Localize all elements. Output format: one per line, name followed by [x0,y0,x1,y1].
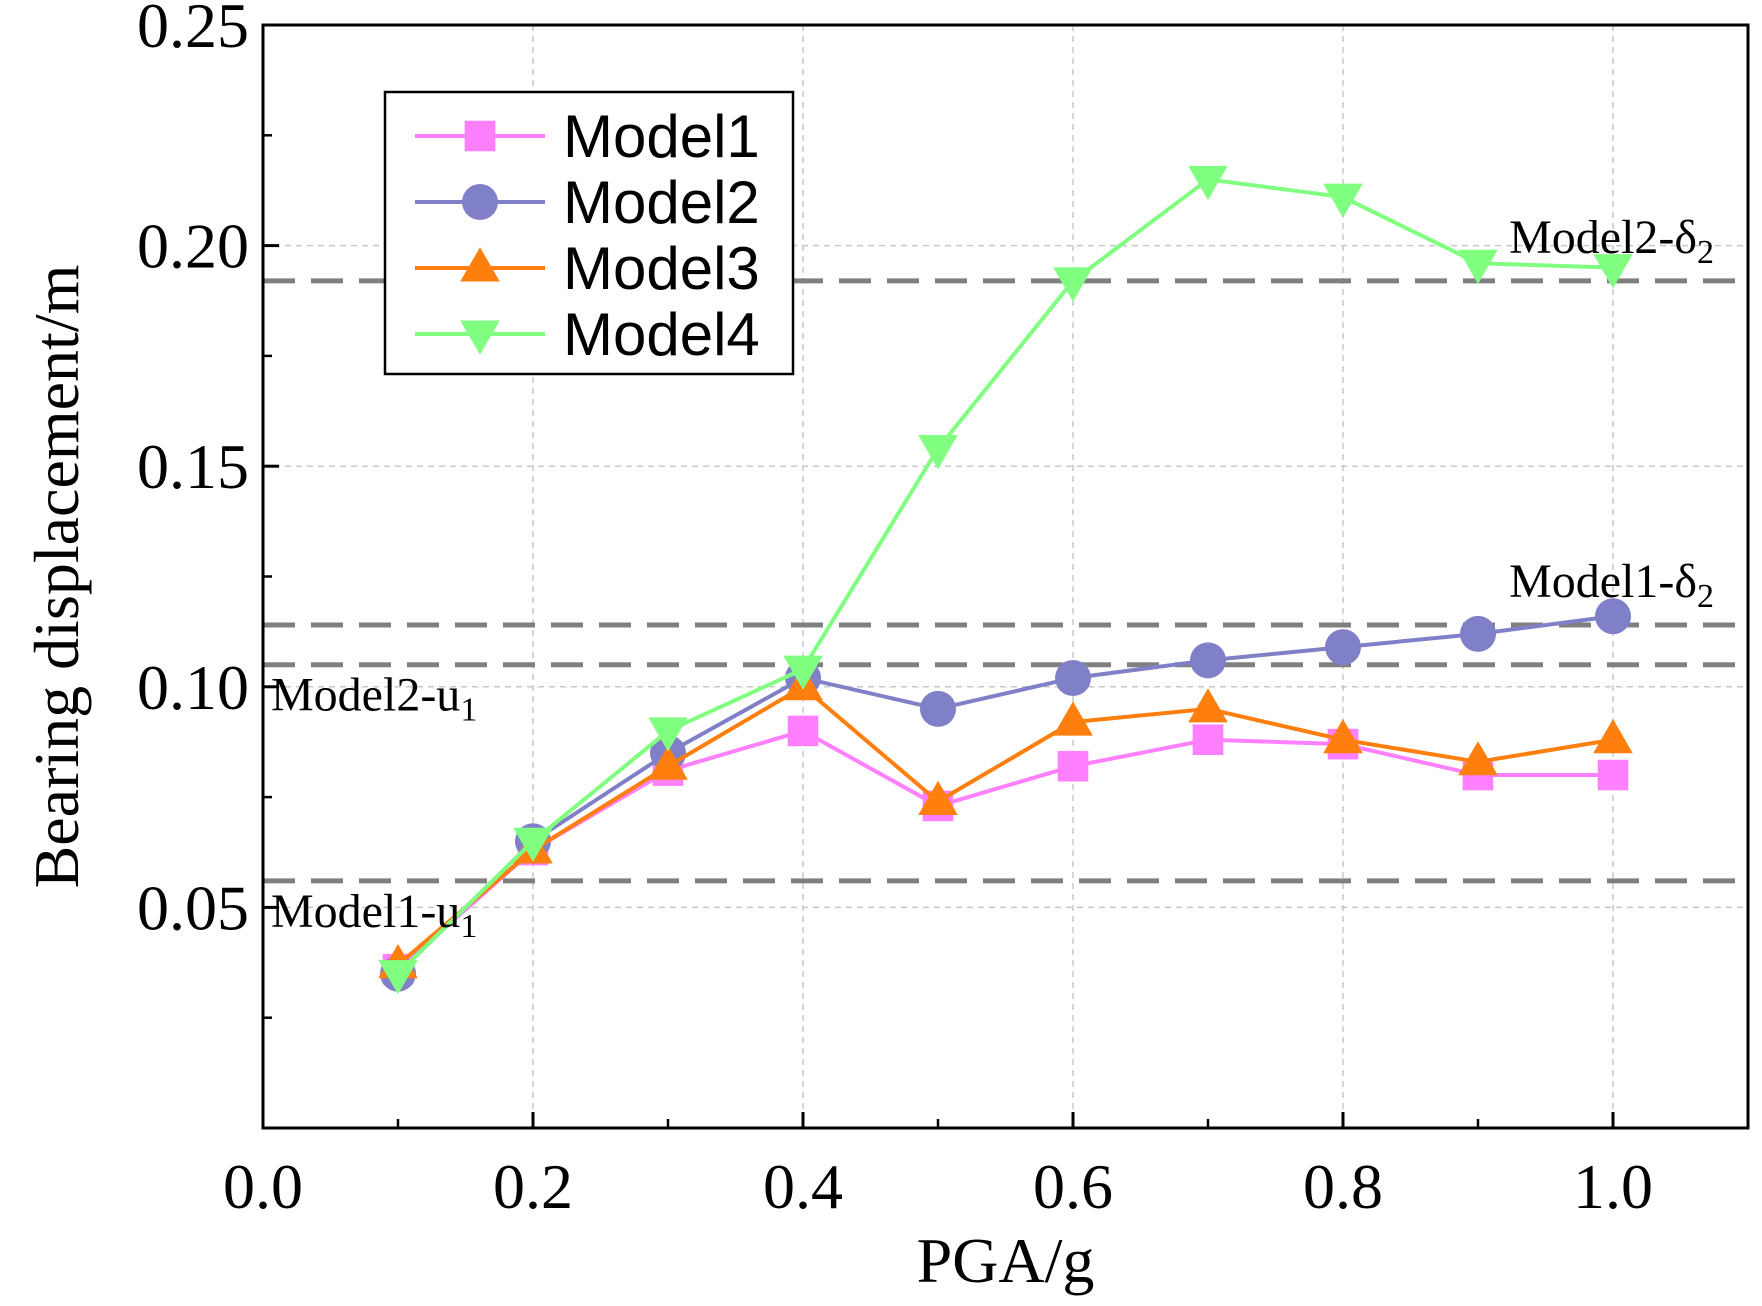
legend-item-model2: Model2 [415,169,760,236]
data-point [1458,249,1498,284]
reference-line-label: Model1-u1 [271,885,477,945]
legend-label: Model1 [563,103,760,170]
y-tick-label: 0.05 [137,872,249,943]
data-point [783,655,823,690]
series-line [396,684,1614,967]
series-line [396,614,1614,976]
legend-marker [462,184,498,220]
data-point [787,715,819,747]
data-point [1595,598,1631,635]
data-point [513,827,553,862]
legend-item-model1: Model1 [415,103,760,170]
data-point [1192,724,1224,756]
data-point [1323,183,1363,218]
x-tick-label: 0.0 [223,1151,303,1222]
data-point [378,960,418,995]
data-point [1323,719,1363,754]
axis-ticks: 0.0 0.2 0.4 0.6 0.8 1.0 0.05 0.10 0.15 0.20 0.25 [137,0,1653,1222]
reference-line-label: Model2-δ2 [1509,211,1714,271]
data-point [1597,759,1629,791]
series-model4 [378,165,1633,995]
y-tick-label: 0.20 [137,211,249,282]
y-tick-label: 0.15 [137,431,249,502]
data-point [1593,254,1633,289]
data-point [648,745,688,780]
data-point [1325,629,1361,666]
grid-lines [263,25,1748,1128]
legend-marker [460,320,500,355]
data-point [1053,701,1093,736]
reference-line-label: Model1-δ2 [1509,555,1714,615]
legend-label: Model3 [563,235,760,302]
x-axis-label: PGA/g [917,1225,1095,1296]
data-point [1055,659,1091,696]
series-line [396,728,1613,971]
data-point [918,780,958,816]
data-point [918,435,958,470]
x-tick-label: 0.8 [1303,1151,1383,1222]
reference-line-label: Model2-u1 [271,669,477,729]
legend-item-model3: Model3 [415,235,760,302]
data-point [1593,719,1633,754]
x-tick-label: 0.2 [493,1151,573,1222]
y-tick-label: 0.25 [137,0,249,61]
legend-marker [460,247,500,282]
data-point [1190,642,1226,679]
series-model2 [380,598,1631,992]
series-line [396,177,1614,976]
legend-marker [464,120,496,152]
x-tick-label: 0.6 [1033,1151,1113,1222]
data-point [648,717,688,752]
data-series [378,165,1633,995]
data-point [920,690,956,727]
legend-label: Model2 [563,169,760,236]
reference-annotations: Model2-δ2 Model1-δ2 Model2-u1 Model1-u1 [271,211,1714,945]
legend-item-model4: Model4 [415,301,760,368]
x-tick-label: 1.0 [1573,1151,1653,1222]
legend-box [383,90,795,376]
data-point [1188,688,1228,723]
y-tick-label: 0.10 [137,652,249,723]
x-tick-label: 0.4 [763,1151,843,1222]
data-point [1053,267,1093,302]
data-point [1460,615,1496,652]
data-point [1458,741,1498,776]
data-point [1057,750,1089,782]
legend-label: Model4 [563,301,760,368]
series-model3 [378,666,1633,979]
data-point [1188,165,1228,201]
y-axis-label: Bearing displacement/m [21,265,92,889]
